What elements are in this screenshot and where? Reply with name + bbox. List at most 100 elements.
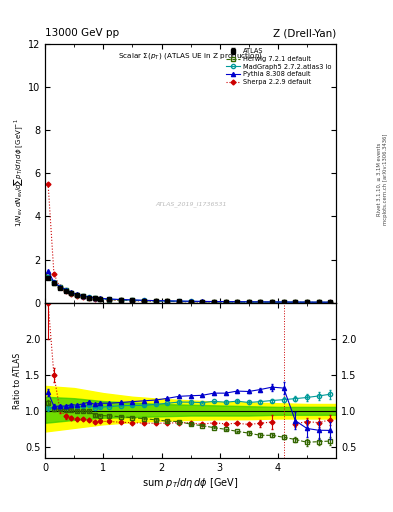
Sherpa 2.2.9 default [81, 294, 85, 300]
MadGraph5 2.7.2.atlas3 lo [92, 295, 97, 301]
Text: 13000 GeV pp: 13000 GeV pp [45, 28, 119, 38]
Sherpa 2.2.9 default [51, 270, 56, 276]
Line: Sherpa 2.2.9 default: Sherpa 2.2.9 default [46, 182, 332, 304]
Text: ATLAS_2019_I1736531: ATLAS_2019_I1736531 [155, 201, 226, 207]
Y-axis label: Ratio to ATLAS: Ratio to ATLAS [13, 352, 22, 409]
MadGraph5 2.7.2.atlas3 lo [328, 299, 332, 305]
Sherpa 2.2.9 default [118, 297, 123, 304]
MadGraph5 2.7.2.atlas3 lo [46, 274, 50, 280]
Herwig 7.2.1 default [98, 296, 103, 302]
Herwig 7.2.1 default [86, 294, 91, 301]
MadGraph5 2.7.2.atlas3 lo [188, 298, 193, 305]
Herwig 7.2.1 default [200, 299, 205, 305]
Legend: ATLAS, Herwig 7.2.1 default, MadGraph5 2.7.2.atlas3 lo, Pythia 8.308 default, Sh: ATLAS, Herwig 7.2.1 default, MadGraph5 2… [224, 47, 333, 86]
Pythia 8.308 default [188, 298, 193, 304]
Sherpa 2.2.9 default [258, 299, 263, 305]
Y-axis label: $1/N_\mathrm{ev}\ dN_\mathrm{ev}/d\!\sum p_T/d\eta\,d\phi\ [\mathrm{GeV}]^{-1}$: $1/N_\mathrm{ev}\ dN_\mathrm{ev}/d\!\sum… [12, 119, 25, 227]
MadGraph5 2.7.2.atlas3 lo [130, 297, 135, 303]
Pythia 8.308 default [153, 297, 158, 304]
Pythia 8.308 default [293, 299, 298, 305]
Pythia 8.308 default [98, 295, 103, 302]
Text: Z (Drell-Yan): Z (Drell-Yan) [273, 28, 336, 38]
MadGraph5 2.7.2.atlas3 lo [176, 298, 181, 304]
Sherpa 2.2.9 default [211, 299, 216, 305]
Text: mcplots.cern.ch [arXiv:1306.3436]: mcplots.cern.ch [arXiv:1306.3436] [383, 134, 387, 225]
MadGraph5 2.7.2.atlas3 lo [223, 298, 228, 305]
Pythia 8.308 default [81, 293, 85, 299]
Pythia 8.308 default [223, 298, 228, 305]
Pythia 8.308 default [51, 279, 56, 285]
MadGraph5 2.7.2.atlas3 lo [142, 297, 147, 304]
Pythia 8.308 default [281, 299, 286, 305]
Pythia 8.308 default [118, 296, 123, 303]
Sherpa 2.2.9 default [86, 295, 91, 301]
Pythia 8.308 default [69, 289, 74, 295]
Text: Rivet 3.1.10, ≥ 3.1M events: Rivet 3.1.10, ≥ 3.1M events [377, 142, 382, 216]
Sherpa 2.2.9 default [188, 298, 193, 305]
Herwig 7.2.1 default [246, 299, 251, 305]
Pythia 8.308 default [57, 284, 62, 290]
MadGraph5 2.7.2.atlas3 lo [51, 279, 56, 285]
Pythia 8.308 default [176, 298, 181, 304]
Pythia 8.308 default [165, 298, 170, 304]
Herwig 7.2.1 default [293, 300, 298, 306]
Pythia 8.308 default [75, 291, 79, 297]
MadGraph5 2.7.2.atlas3 lo [258, 299, 263, 305]
Sherpa 2.2.9 default [142, 298, 147, 304]
MadGraph5 2.7.2.atlas3 lo [305, 299, 309, 305]
Herwig 7.2.1 default [81, 293, 85, 300]
Herwig 7.2.1 default [46, 272, 50, 278]
MadGraph5 2.7.2.atlas3 lo [98, 295, 103, 302]
MadGraph5 2.7.2.atlas3 lo [57, 284, 62, 290]
Sherpa 2.2.9 default [270, 299, 274, 305]
Pythia 8.308 default [200, 298, 205, 305]
X-axis label: sum $p_T/d\eta\,d\phi$ [GeV]: sum $p_T/d\eta\,d\phi$ [GeV] [142, 476, 239, 490]
Pythia 8.308 default [92, 295, 97, 301]
Herwig 7.2.1 default [223, 299, 228, 305]
Pythia 8.308 default [305, 299, 309, 305]
Herwig 7.2.1 default [211, 299, 216, 305]
MadGraph5 2.7.2.atlas3 lo [293, 299, 298, 305]
Sherpa 2.2.9 default [130, 297, 135, 304]
Herwig 7.2.1 default [153, 298, 158, 304]
Sherpa 2.2.9 default [223, 299, 228, 305]
MadGraph5 2.7.2.atlas3 lo [211, 298, 216, 305]
Herwig 7.2.1 default [118, 297, 123, 303]
Herwig 7.2.1 default [281, 300, 286, 306]
MadGraph5 2.7.2.atlas3 lo [270, 299, 274, 305]
Herwig 7.2.1 default [57, 284, 62, 290]
Pythia 8.308 default [46, 268, 50, 274]
Sherpa 2.2.9 default [57, 284, 62, 290]
Sherpa 2.2.9 default [235, 299, 239, 305]
Sherpa 2.2.9 default [246, 299, 251, 305]
Herwig 7.2.1 default [270, 299, 274, 305]
Herwig 7.2.1 default [328, 300, 332, 306]
MadGraph5 2.7.2.atlas3 lo [235, 299, 239, 305]
Herwig 7.2.1 default [165, 298, 170, 305]
Pythia 8.308 default [86, 294, 91, 300]
Sherpa 2.2.9 default [107, 297, 112, 303]
Herwig 7.2.1 default [235, 299, 239, 305]
Sherpa 2.2.9 default [153, 298, 158, 304]
MadGraph5 2.7.2.atlas3 lo [63, 287, 68, 293]
Pythia 8.308 default [246, 298, 251, 305]
Pythia 8.308 default [258, 299, 263, 305]
Sherpa 2.2.9 default [98, 296, 103, 303]
MadGraph5 2.7.2.atlas3 lo [107, 296, 112, 302]
Herwig 7.2.1 default [176, 298, 181, 305]
MadGraph5 2.7.2.atlas3 lo [75, 291, 79, 297]
MadGraph5 2.7.2.atlas3 lo [153, 297, 158, 304]
Sherpa 2.2.9 default [316, 300, 321, 306]
Pythia 8.308 default [211, 298, 216, 305]
Sherpa 2.2.9 default [200, 299, 205, 305]
Pythia 8.308 default [142, 297, 147, 304]
Line: MadGraph5 2.7.2.atlas3 lo: MadGraph5 2.7.2.atlas3 lo [46, 275, 332, 304]
Herwig 7.2.1 default [188, 298, 193, 305]
MadGraph5 2.7.2.atlas3 lo [81, 293, 85, 299]
Sherpa 2.2.9 default [46, 181, 50, 187]
Sherpa 2.2.9 default [328, 300, 332, 306]
MadGraph5 2.7.2.atlas3 lo [165, 298, 170, 304]
MadGraph5 2.7.2.atlas3 lo [316, 299, 321, 305]
MadGraph5 2.7.2.atlas3 lo [246, 299, 251, 305]
Pythia 8.308 default [63, 287, 68, 293]
